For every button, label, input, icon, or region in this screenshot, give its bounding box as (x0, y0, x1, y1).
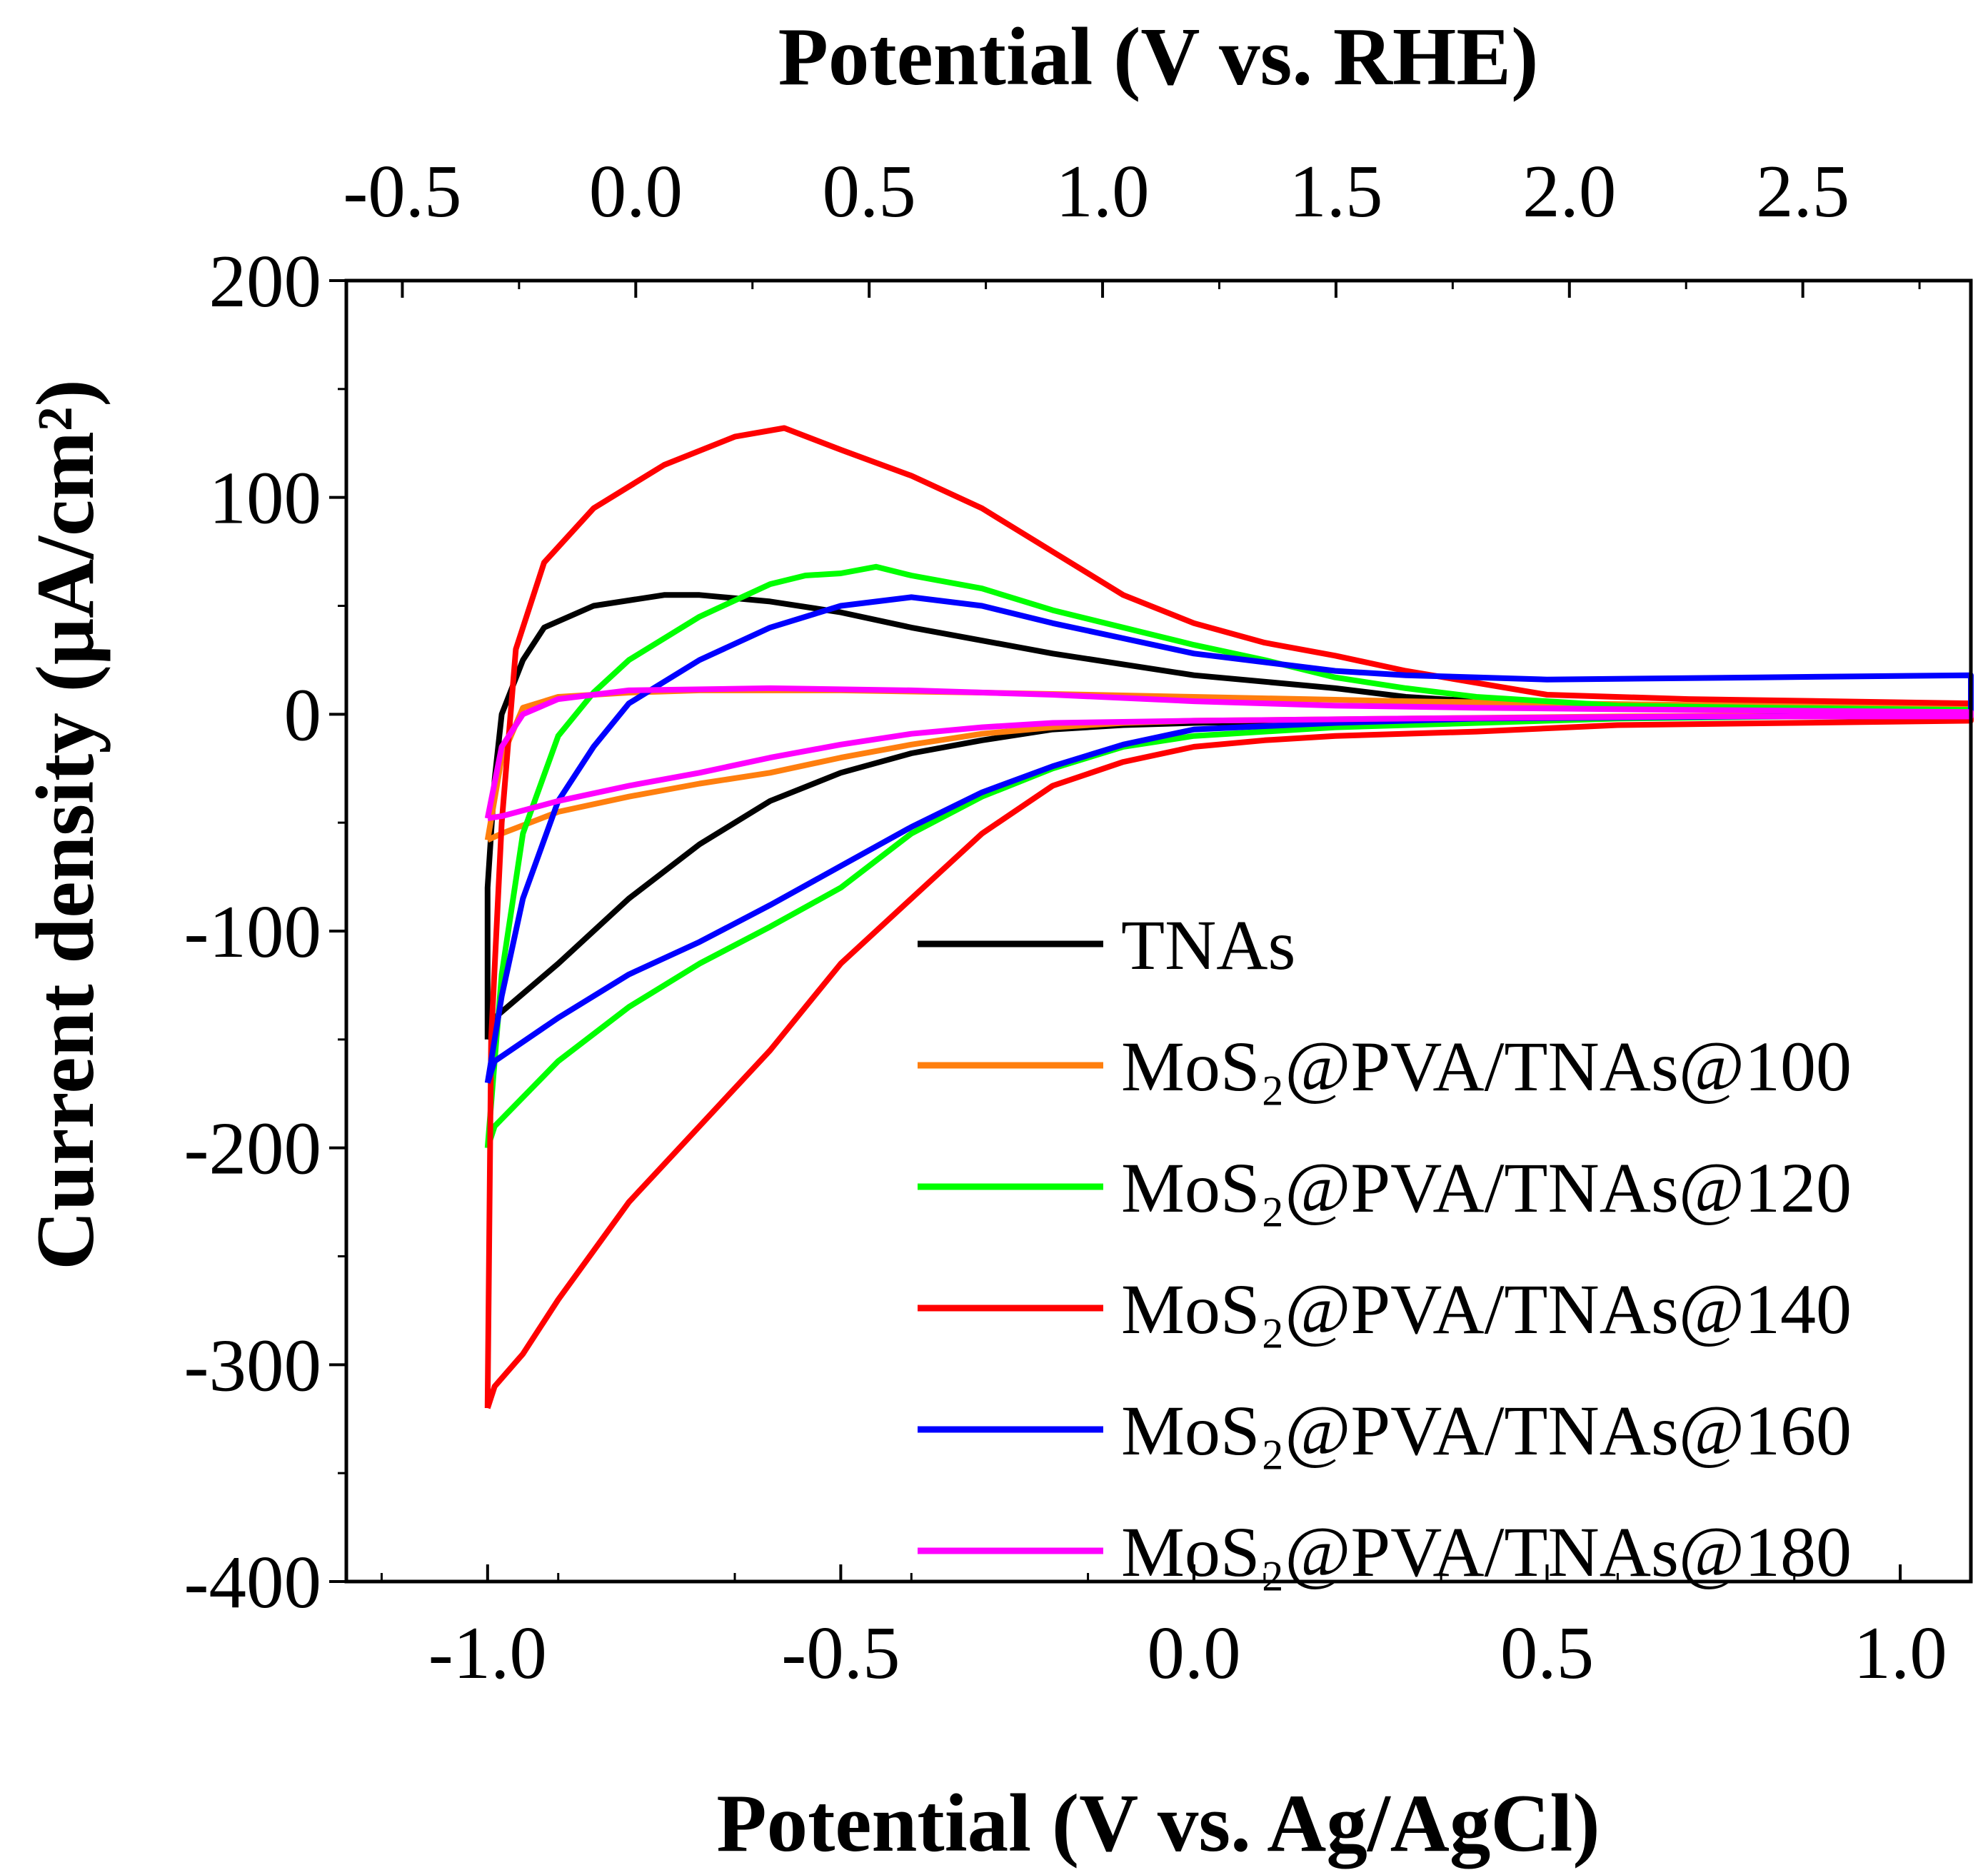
series-line-3 (484, 425, 1974, 1409)
x-tick-label: 0.5 (1500, 1611, 1594, 1694)
top-axis: -0.5 0.0 0.5 1.0 1.5 2.0 2.5 (343, 149, 1921, 298)
x-axis-title: Potential (V vs. Ag/AgCl) (716, 1778, 1600, 1869)
x2-tick-label: 2.0 (1522, 149, 1616, 233)
x-tick-label: -1.0 (428, 1611, 547, 1694)
legend-label-4: MoS₂@PVA/TNAs@160 (1121, 1391, 1852, 1470)
y-tick-label: 100 (209, 456, 322, 540)
y-tick-label: 200 (209, 239, 322, 323)
y-tick-label: -300 (184, 1323, 321, 1407)
y-tick-label: -400 (184, 1540, 321, 1624)
y-tick-label: -200 (184, 1107, 321, 1190)
legend-label-3: MoS₂@PVA/TNAs@140 (1121, 1270, 1852, 1349)
top-axis-title: Potential (V vs. RHE) (778, 11, 1539, 102)
x2-tick-label: 2.5 (1756, 149, 1849, 233)
x2-tick-label: 0.5 (823, 149, 916, 233)
y-axis-title: Current density (μA/cm²) (20, 379, 111, 1270)
series-line-2 (484, 563, 1974, 1149)
legend-label-5: MoS₂@PVA/TNAs@180 (1121, 1512, 1852, 1592)
legend: TNAs MoS₂@PVA/TNAs@100 MoS₂@PVA/TNAs@120 Mo… (918, 905, 1852, 1592)
x-tick-label: 1.0 (1853, 1611, 1947, 1694)
y-tick-label: 0 (284, 673, 322, 756)
x-tick-label: -0.5 (781, 1611, 900, 1694)
legend-label-2: MoS₂@PVA/TNAs@120 (1121, 1148, 1852, 1227)
legend-label-0: TNAs (1121, 905, 1295, 985)
x2-tick-label: 1.5 (1289, 149, 1382, 233)
left-axis: 200 100 0 -100 -200 -300 -400 (184, 239, 346, 1624)
y-tick-label: -100 (184, 890, 321, 973)
legend-label-1: MoS₂@PVA/TNAs@100 (1121, 1027, 1852, 1106)
x2-tick-label: -0.5 (343, 149, 461, 233)
x2-tick-label: 1.0 (1055, 149, 1149, 233)
x2-tick-label: 0.0 (589, 149, 683, 233)
series-line-4 (484, 594, 1974, 1084)
bottom-axis: -1.0 -0.5 0.0 0.5 1.0 (380, 1564, 1947, 1694)
x-tick-label: 0.0 (1147, 1611, 1240, 1694)
